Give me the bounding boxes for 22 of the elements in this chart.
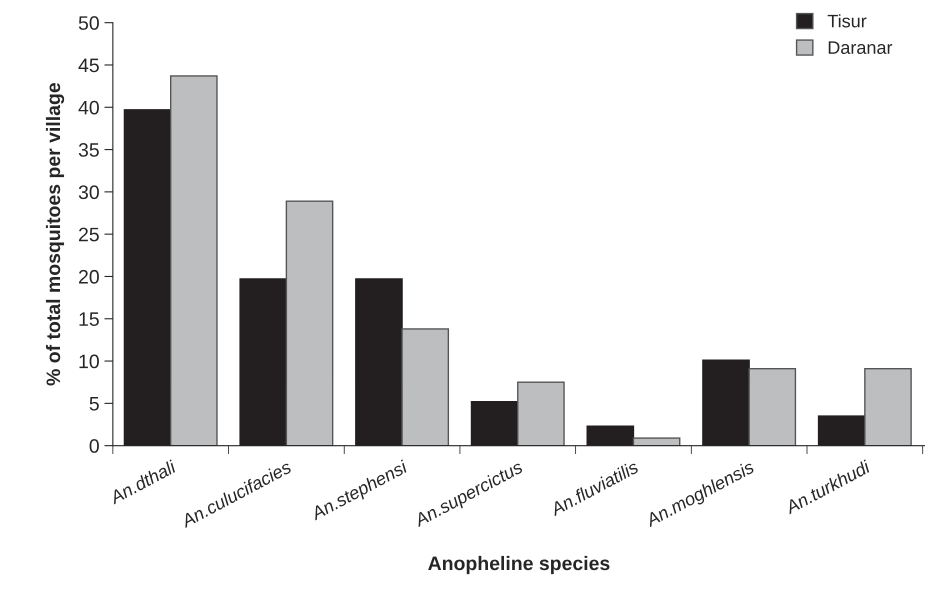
y-tick-label: 45 (78, 58, 99, 72)
bar (864, 368, 912, 446)
y-tick-label: 25 (79, 228, 99, 242)
y-axis-title: % of total mosquitoes per village (46, 83, 64, 386)
bar (401, 328, 450, 446)
y-tick-label: 0 (90, 439, 99, 453)
bar (286, 200, 334, 446)
y-tick-label: 5 (90, 397, 99, 411)
bar (517, 382, 565, 446)
y-tick-label: 10 (80, 354, 99, 368)
y-tick-label: 20 (79, 270, 99, 284)
y-tick-label: 50 (78, 16, 99, 30)
y-tick-label: 40 (78, 100, 99, 115)
legend-label: Daranar (828, 41, 892, 54)
y-tick-label: 30 (78, 185, 99, 200)
y-tick-label: 15 (80, 312, 99, 326)
bar (748, 368, 796, 446)
bar (170, 75, 218, 446)
y-tick-label: 35 (78, 143, 99, 157)
x-axis-title: Anopheline species (428, 556, 610, 574)
bar (632, 437, 680, 446)
legend-label: Tisur (828, 14, 866, 28)
